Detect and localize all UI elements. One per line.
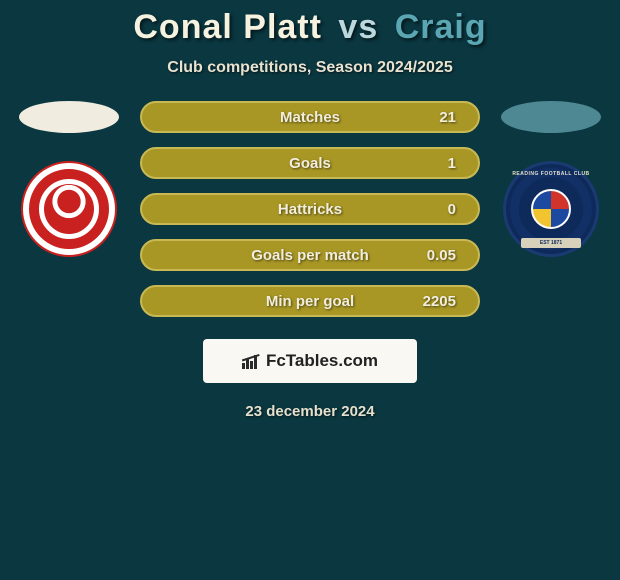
stat-row-goals-per-match: Goals per match 0.05 [140,239,480,271]
watermark-text: FcTables.com [266,351,378,371]
badge-center-icon [531,189,571,229]
stat-right-value: 0.05 [416,247,456,264]
stats-list: Matches 21 Goals 1 Hattricks 0 Goals per… [140,101,480,317]
body-row: Matches 21 Goals 1 Hattricks 0 Goals per… [0,101,620,317]
stat-label: Min per goal [266,293,354,310]
stat-row-hattricks: Hattricks 0 [140,193,480,225]
stat-right-value: 0 [416,201,456,218]
vs-text: vs [338,8,378,46]
date-text: 23 december 2024 [0,403,620,420]
player2-name: Craig [395,8,487,46]
stat-row-min-per-goal: Min per goal 2205 [140,285,480,317]
player2-club-badge: READING FOOTBALL CLUB EST 1871 [503,161,599,257]
stat-label: Goals [289,155,331,172]
stat-right-value: 21 [416,109,456,126]
watermark[interactable]: FcTables.com [203,339,417,383]
stat-label: Hattricks [278,201,342,218]
stat-right-value: 1 [416,155,456,172]
player2-avatar-placeholder [501,101,601,133]
stat-row-goals: Goals 1 [140,147,480,179]
comparison-card: Conal Platt vs Craig Club competitions, … [0,0,620,420]
stat-label: Goals per match [251,247,369,264]
stat-label: Matches [280,109,340,126]
page-title: Conal Platt vs Craig [0,8,620,47]
player1-avatar-placeholder [19,101,119,133]
player1-club-badge [21,161,117,257]
stat-right-value: 2205 [416,293,456,310]
player1-column [16,101,122,257]
chart-icon [242,353,260,369]
player1-name: Conal Platt [133,8,322,46]
badge-inner-icon [44,184,94,234]
player2-column: READING FOOTBALL CLUB EST 1871 [498,101,604,257]
badge-top-text: READING FOOTBALL CLUB [506,171,596,177]
stat-row-matches: Matches 21 [140,101,480,133]
badge-ribbon: EST 1871 [521,238,581,248]
subtitle: Club competitions, Season 2024/2025 [0,59,620,77]
